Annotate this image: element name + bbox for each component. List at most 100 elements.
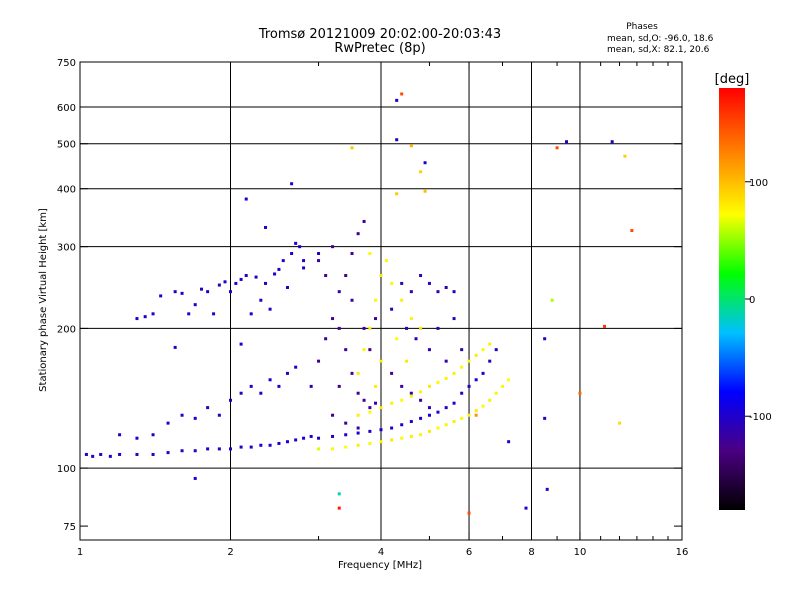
scatter-point-o (444, 406, 448, 410)
scatter-point-o (350, 371, 354, 375)
scatter-point-o (108, 454, 112, 458)
y-axis-label: Stationary phase Virtual Height [km] (38, 208, 49, 392)
x-axis-label: Frequency [MHz] (338, 560, 422, 571)
scatter-point-o (193, 449, 197, 453)
scatter-point-o (173, 290, 177, 294)
scatter-point-x (481, 404, 485, 408)
scatter-point-o (239, 445, 243, 449)
scatter-point-x (400, 398, 404, 402)
stats-line-o: mean, sd,O: -96.0, 18.6 (607, 34, 714, 44)
scatter-point-x (474, 409, 478, 413)
scatter-point-o (206, 290, 210, 294)
colorbar-gradient (719, 88, 745, 510)
scatter-point-o (294, 241, 298, 245)
scatter-point-o (143, 315, 147, 319)
scatter-point-x (481, 348, 485, 352)
scatter-point-x (488, 398, 492, 402)
scatter-point-o (223, 280, 227, 284)
scatter-point-o (362, 219, 366, 223)
scatter-point-o (374, 401, 378, 405)
scatter-point-x (488, 342, 492, 346)
scatter-point-o (337, 290, 341, 294)
scatter-point-o (277, 384, 281, 388)
scatter-point-x (362, 348, 366, 352)
scatter-point-o (159, 294, 163, 298)
scatter-point-o (135, 436, 139, 440)
scatter-point-x (578, 391, 582, 395)
scatter-point-o (507, 440, 511, 444)
scatter-point-x (317, 447, 321, 451)
scatter-point-o (419, 274, 423, 278)
scatter-point-o (180, 291, 184, 295)
scatter-point-o (187, 312, 191, 316)
scatter-point-o (135, 452, 139, 456)
scatter-point-x (390, 438, 394, 442)
scatter-point-x (474, 413, 478, 417)
x-tick-label: 16 (676, 547, 689, 558)
scatter-point-o (444, 359, 448, 363)
scatter-point-o (217, 283, 221, 287)
scatter-point-x (379, 440, 383, 444)
scatter-point-o (206, 447, 210, 451)
scatter-point-o (244, 274, 248, 278)
scatter-point-o (239, 277, 243, 281)
scatter-point-o (84, 452, 88, 456)
scatter-point-x (436, 380, 440, 384)
scatter-point-o (331, 245, 335, 249)
scatter-point-o (390, 426, 394, 430)
scatter-point-o (337, 384, 341, 388)
scatter-point-o (409, 391, 413, 395)
scatter-point-o (610, 140, 614, 144)
scatter-point-o (302, 259, 306, 263)
scatter-point-o (217, 413, 221, 417)
scatter-point-o (317, 359, 321, 363)
scatter-point-o (452, 317, 456, 321)
scatter-point-x (331, 447, 335, 451)
y-tick-labels: 75 100 200 300 400 500 600 750 (57, 58, 76, 533)
scatter-point-o (118, 433, 122, 437)
scatter-point-o (452, 401, 456, 405)
scatter-point-o (118, 452, 122, 456)
scatter-point-x (603, 324, 607, 328)
scatter-point-o (356, 232, 360, 236)
scatter-point-o (543, 416, 547, 420)
scatter-point-o (277, 267, 281, 271)
scatter-point-o (374, 317, 378, 321)
scatter-point-o (414, 337, 418, 341)
scatter-point-o (302, 266, 306, 270)
scatter-point-o (294, 365, 298, 369)
scatter-point-o (494, 348, 498, 352)
scatter-point-o (193, 303, 197, 307)
scatter-point-x (379, 274, 383, 278)
scatter-point-o (474, 378, 478, 382)
scatter-point-x (460, 365, 464, 369)
scatter-point-o (356, 426, 360, 430)
scatter-point-o (427, 348, 431, 352)
plot-area (79, 61, 683, 541)
colorbar: [deg] 100 0 -100 (715, 72, 772, 510)
scatter-point-o (249, 312, 253, 316)
scatter-point-x (368, 410, 372, 414)
scatter-point-x (379, 406, 383, 410)
scatter-point-o (368, 348, 372, 352)
stats-line-x: mean, sd,X: 82.1, 20.6 (607, 45, 710, 55)
scatter-point-o (409, 290, 413, 294)
scatter-point-o (309, 434, 313, 438)
scatter-point-o (91, 454, 95, 458)
scatter-point-x (467, 359, 471, 363)
scatter-point-x (356, 413, 360, 417)
y-tick-label: 500 (57, 140, 76, 151)
y-tick-label: 600 (57, 103, 76, 114)
axis-ticks (79, 61, 683, 540)
scatter-point-o (249, 445, 253, 449)
scatter-point-x (400, 436, 404, 440)
scatter-point-o (254, 275, 258, 279)
scatter-point-x (630, 229, 634, 233)
scatter-point-o (362, 326, 366, 330)
scatter-point-o (444, 286, 448, 290)
y-tick-label: 200 (57, 324, 76, 335)
scatter-point-x (501, 384, 505, 388)
scatter-point-o (234, 281, 238, 285)
data-points (84, 92, 634, 515)
scatter-point-o (259, 443, 263, 447)
